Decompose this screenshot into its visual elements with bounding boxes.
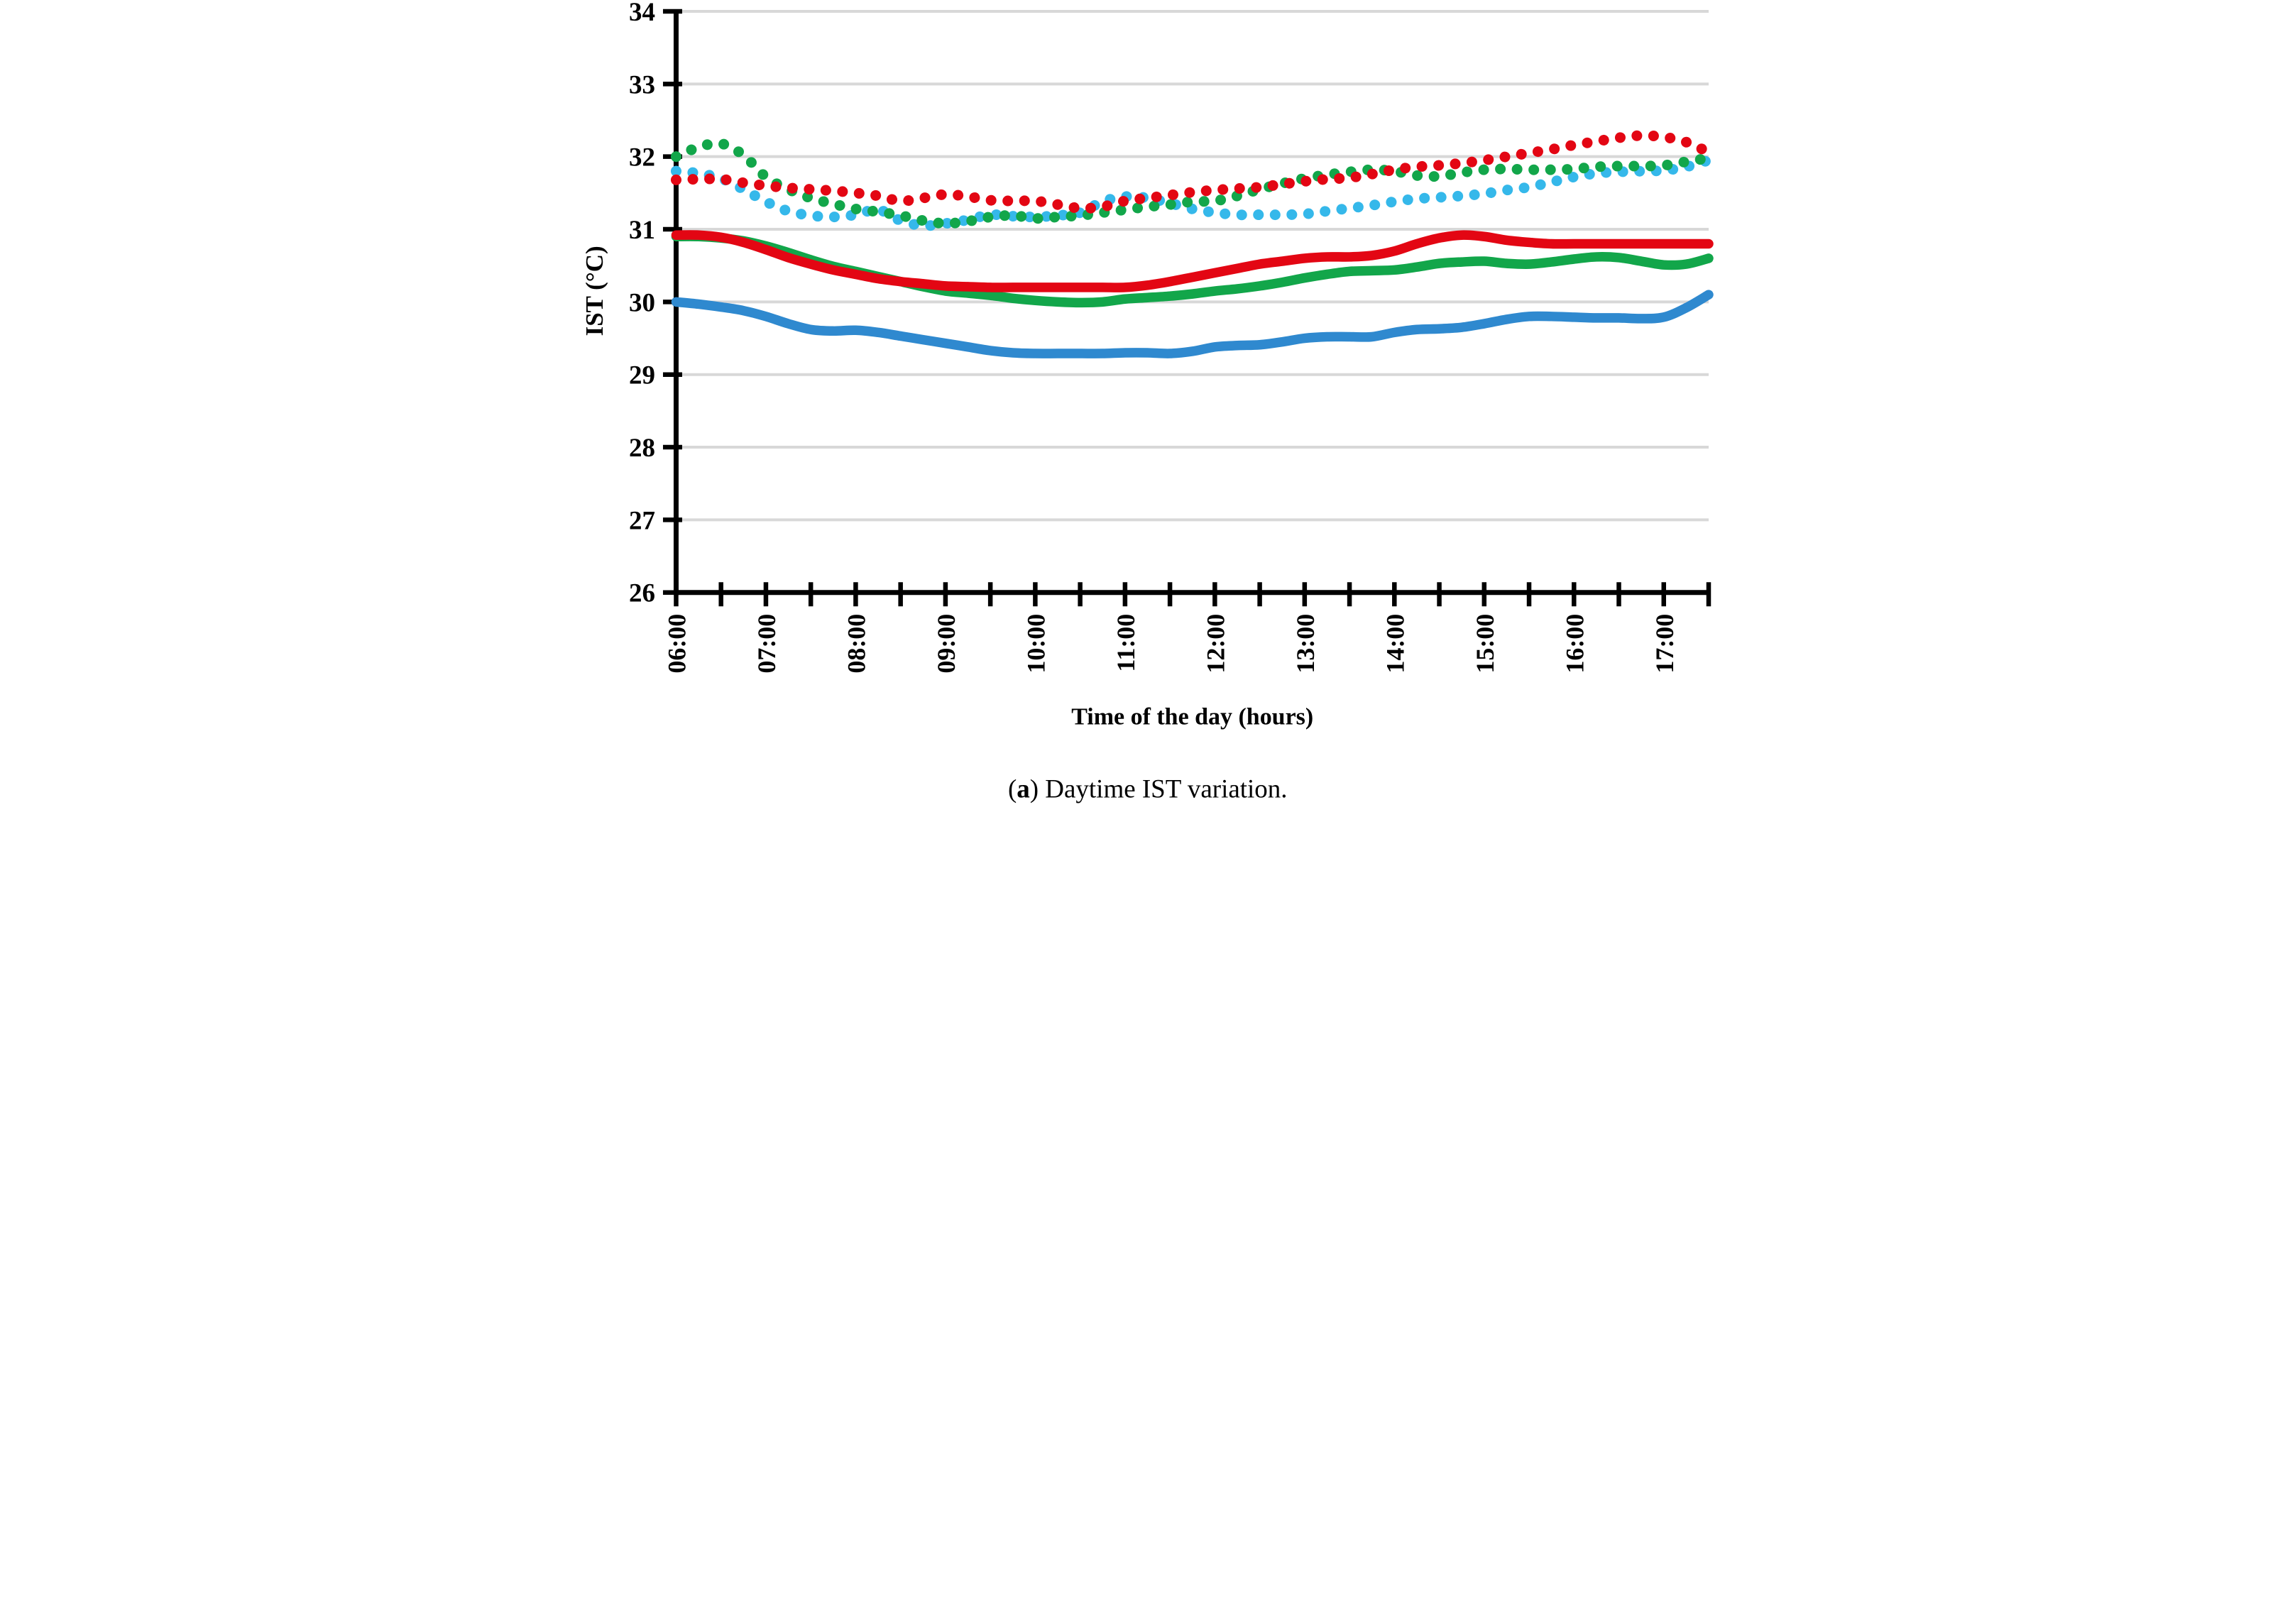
y-tick-label-31: 31 [628,215,654,244]
y-tick-label-29: 29 [628,361,654,390]
y-tick-label-33: 33 [628,70,654,99]
x-tick-label-16:00: 16:00 [1560,614,1589,674]
y-tick-label-34: 34 [628,0,654,26]
series-blue-solid-line [671,290,1714,358]
x-tick-label-12:00: 12:00 [1201,614,1229,674]
x-tick-label-08:00: 08:00 [842,614,870,674]
x-tick-label-07:00: 07:00 [752,614,780,674]
x-tick-label-17:00: 17:00 [1650,614,1678,674]
tick-marks [662,9,1711,607]
y-tick-label-28: 28 [628,433,654,462]
ist-line-chart: 26 27 28 29 30 31 32 33 34 06:00 07:00 08:00 09:00 1… [580,0,1714,804]
x-tick-label-15:00: 15:00 [1470,614,1499,674]
caption-letter: a [1017,774,1029,803]
y-tick-label-27: 27 [628,505,654,534]
series-red-solid-line [671,230,1714,292]
y-tick-labels: 26 27 28 29 30 31 32 33 34 [628,0,654,608]
x-tick-label-14:00: 14:00 [1381,614,1409,674]
y-tick-label-30: 30 [628,287,654,317]
x-tick-label-09:00: 09:00 [931,614,960,674]
series-cyan-dotted-line [670,155,1714,231]
y-tick-label-32: 32 [628,143,654,172]
x-axis-title: Time of the day (hours) [1071,704,1313,730]
caption-text: ) Daytime IST variation. [1029,774,1287,804]
series-red-dotted-line [670,130,1714,214]
x-tick-label-13:00: 13:00 [1291,614,1319,674]
x-tick-label-06:00: 06:00 [662,614,691,674]
caption-open-paren: ( [1007,774,1016,804]
series-green-dotted-line [670,138,1714,229]
y-tick-label-26: 26 [628,578,654,608]
figure-caption: (a) Daytime IST variation. [1007,774,1287,804]
figure-daytime-ist: 26 27 28 29 30 31 32 33 34 06:00 07:00 08:00 09:00 1… [574,0,1721,812]
x-tick-label-11:00: 11:00 [1111,614,1139,672]
y-axis-title: IST (°C) [580,246,608,336]
x-tick-label-10:00: 10:00 [1021,614,1050,674]
data-series [670,130,1714,358]
gridlines [675,9,1709,522]
x-tick-labels: 06:00 07:00 08:00 09:00 10:00 11:00 12:00 13:00… [662,614,1678,674]
